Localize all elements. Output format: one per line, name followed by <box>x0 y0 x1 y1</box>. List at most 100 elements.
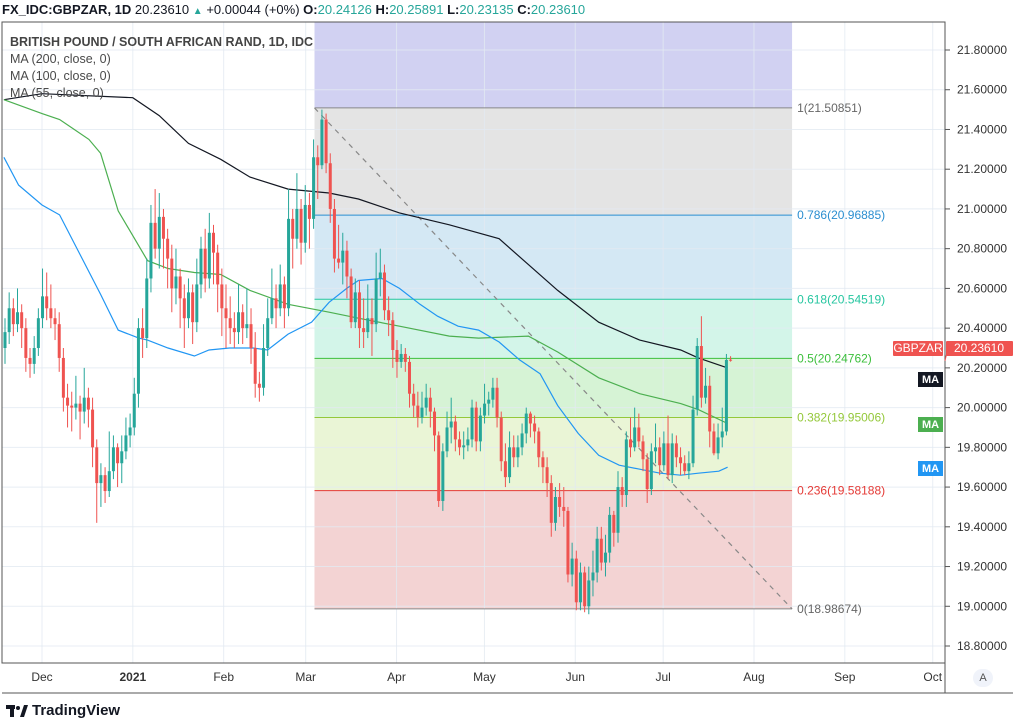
candle <box>253 332 257 398</box>
ma-tag-text: MA <box>922 419 939 431</box>
fib-level-label: 0.786(20.96885) <box>797 208 885 222</box>
candle-body <box>141 328 145 339</box>
price-tick-label: 19.40000 <box>957 520 1007 534</box>
candle-body <box>537 431 541 458</box>
moving-average-line <box>3 99 728 425</box>
candle <box>216 244 220 313</box>
chart-title: BRITISH POUND / SOUTH AFRICAN RAND, 1D, … <box>10 35 314 49</box>
candle <box>637 413 641 448</box>
candle-body <box>599 538 603 563</box>
candle <box>191 284 195 345</box>
candle-body <box>170 258 174 289</box>
open-value: 20.24126 <box>317 2 372 17</box>
fib-level-label: 0.382(19.95006) <box>797 411 885 425</box>
fib-level-label: 1(21.50851) <box>797 101 862 115</box>
price-tick-label: 21.00000 <box>957 202 1007 216</box>
candle <box>470 399 474 448</box>
moving-average-line <box>3 157 728 476</box>
up-triangle-icon: ▲ <box>192 6 203 17</box>
candle-body <box>433 411 437 436</box>
candle <box>149 204 153 293</box>
candle <box>245 288 249 339</box>
candle-body <box>387 310 391 321</box>
price-tick-label: 20.80000 <box>957 242 1007 256</box>
candle <box>387 296 391 337</box>
candle-body <box>353 292 357 323</box>
candle <box>533 415 537 444</box>
candle-body <box>266 318 270 349</box>
price-tick-label: 20.60000 <box>957 281 1007 295</box>
candle-body <box>316 157 320 166</box>
candle-body <box>224 308 228 319</box>
legend-ma-200[interactable]: MA (200, close, 0) <box>10 52 111 66</box>
candle-body <box>257 383 261 388</box>
fib-level-label: 0.5(20.24762) <box>797 351 872 365</box>
candle-body <box>658 447 662 466</box>
candle-body <box>78 403 82 412</box>
candle-body <box>724 359 728 432</box>
price-tick-label: 19.60000 <box>957 480 1007 494</box>
candle <box>566 506 570 583</box>
candle <box>207 212 211 289</box>
candle <box>28 348 32 378</box>
candle <box>708 375 712 448</box>
candle <box>199 236 203 299</box>
candle-body <box>495 387 499 418</box>
chart-pane[interactable] <box>2 22 945 663</box>
candle <box>420 391 424 424</box>
legend-ma-55[interactable]: MA (55, close, 0) <box>10 86 104 100</box>
tradingview-logo[interactable]: TradingView <box>6 702 120 719</box>
candle-body <box>691 409 695 464</box>
candle <box>111 435 115 480</box>
price-tick-label: 20.40000 <box>957 321 1007 335</box>
candle-body <box>428 397 432 412</box>
candle <box>362 298 366 349</box>
candle-body <box>591 572 595 581</box>
candle <box>345 240 349 299</box>
symbol-header: FX_IDC:GBPZAR, 1D 20.23610 ▲ +0.00044 (+… <box>2 2 585 17</box>
candle-body <box>516 447 520 458</box>
candle-body <box>366 318 370 333</box>
candle <box>378 248 382 297</box>
candle <box>524 407 528 444</box>
candle <box>558 483 562 517</box>
candle <box>599 526 603 571</box>
candle-body <box>662 443 666 466</box>
candle-body <box>191 292 195 323</box>
candle-body <box>445 427 449 452</box>
candle <box>679 447 683 476</box>
candle <box>228 296 232 345</box>
candle-body <box>153 222 157 249</box>
symbol-name[interactable]: FX_IDC:GBPZAR, 1D <box>2 2 132 17</box>
candle-body <box>549 483 553 523</box>
candle-body <box>136 328 140 394</box>
candle <box>203 228 207 293</box>
candle <box>528 411 532 438</box>
candle-body <box>620 487 624 496</box>
candle-body <box>391 320 395 350</box>
candle <box>220 268 224 337</box>
candle <box>295 173 299 249</box>
candle <box>624 431 628 507</box>
legend-ma-100[interactable]: MA (100, close, 0) <box>10 69 111 83</box>
candle-body <box>466 439 470 446</box>
candle <box>641 435 645 472</box>
candle-body <box>7 308 11 333</box>
candle <box>716 423 720 460</box>
candle <box>124 417 128 460</box>
auto-scale-button[interactable]: A <box>973 669 993 687</box>
candle <box>262 324 266 396</box>
candle-body <box>453 421 457 440</box>
candle <box>153 189 157 259</box>
candle <box>299 199 303 265</box>
candle <box>82 367 86 424</box>
candle-body <box>20 312 24 329</box>
candle-body <box>362 328 366 333</box>
candle <box>424 383 428 416</box>
candle <box>549 475 553 537</box>
candle <box>195 258 199 333</box>
candle <box>366 284 370 339</box>
candle <box>157 193 161 269</box>
candle <box>95 439 99 523</box>
